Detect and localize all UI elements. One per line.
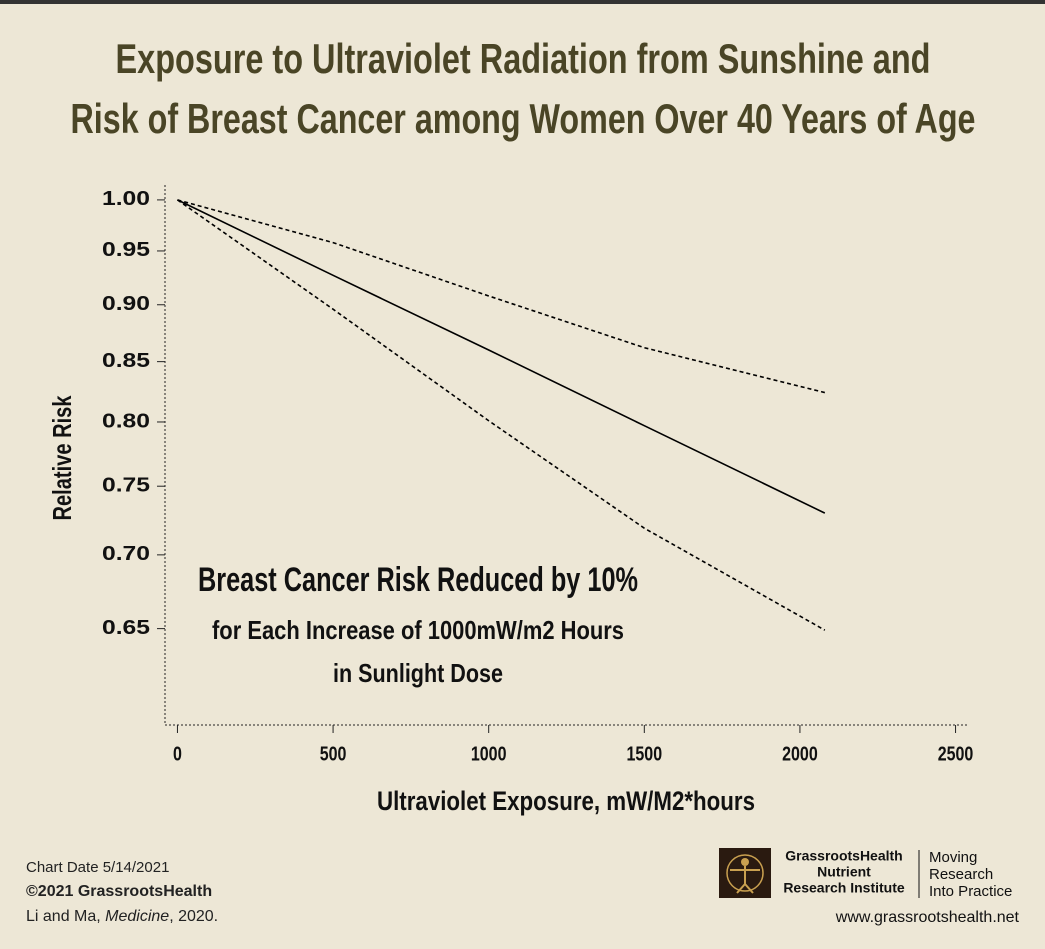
logo-figure [726, 854, 764, 892]
logo-url: www.grassrootshealth.net [835, 909, 1020, 926]
y-tick-label: 0.75 [102, 474, 150, 496]
y-tick-label: 1.00 [102, 188, 150, 210]
source-part: , 2020. [169, 908, 218, 925]
logo-tagline: Moving [929, 849, 977, 866]
logo-name: Research Institute [783, 880, 905, 896]
x-tick-label: 2500 [938, 743, 974, 765]
x-axis-label: Ultraviolet Exposure, mW/M2*hours [377, 786, 755, 816]
annotation: Breast Cancer Risk Reduced by 10% [198, 561, 638, 599]
logo-figure [730, 866, 760, 894]
y-tick-label: 0.90 [102, 293, 150, 315]
logo-name: GrassrootsHealth [785, 848, 902, 864]
x-tick-label: 500 [320, 743, 347, 765]
y-tick-label: 0.95 [102, 239, 150, 261]
x-tick-label: 0 [173, 743, 182, 765]
chart-date: Chart Date 5/14/2021 [26, 859, 169, 876]
logo-tagline: Research [929, 866, 993, 883]
logo-tagline: Into Practice [929, 883, 1012, 900]
line-series [177, 199, 826, 514]
x-tick-label: 1000 [471, 743, 507, 765]
source-part: Li and Ma, [26, 908, 105, 925]
annotation: for Each Increase of 1000mW/m2 Hours [212, 615, 624, 645]
x-tick-label: 2000 [782, 743, 818, 765]
logo-figure [741, 858, 749, 866]
y-tick-label: 0.80 [102, 410, 150, 432]
logo-name: Nutrient [817, 864, 871, 880]
line-series [176, 199, 826, 631]
chart-title: Risk of Breast Cancer among Women Over 4… [71, 95, 976, 142]
y-tick-label: 0.65 [102, 617, 150, 639]
x-tick-label: 1500 [627, 743, 663, 765]
line-series [177, 199, 826, 394]
logo: GrassrootsHealth Nutrient Research Insti… [719, 848, 1020, 926]
y-tick-label: 0.70 [102, 543, 150, 565]
y-tick-label: 0.85 [102, 350, 150, 372]
source-part: Medicine [105, 908, 169, 925]
source: Li and Ma, Medicine, 2020. [26, 908, 218, 925]
chart-title: Exposure to Ultraviolet Radiation from S… [116, 35, 931, 82]
annotation: in Sunlight Dose [333, 658, 503, 688]
y-axis-label: Relative Risk [47, 395, 77, 520]
copyright: ©2021 GrassrootsHealth [26, 883, 212, 900]
top-border [0, 0, 1045, 4]
